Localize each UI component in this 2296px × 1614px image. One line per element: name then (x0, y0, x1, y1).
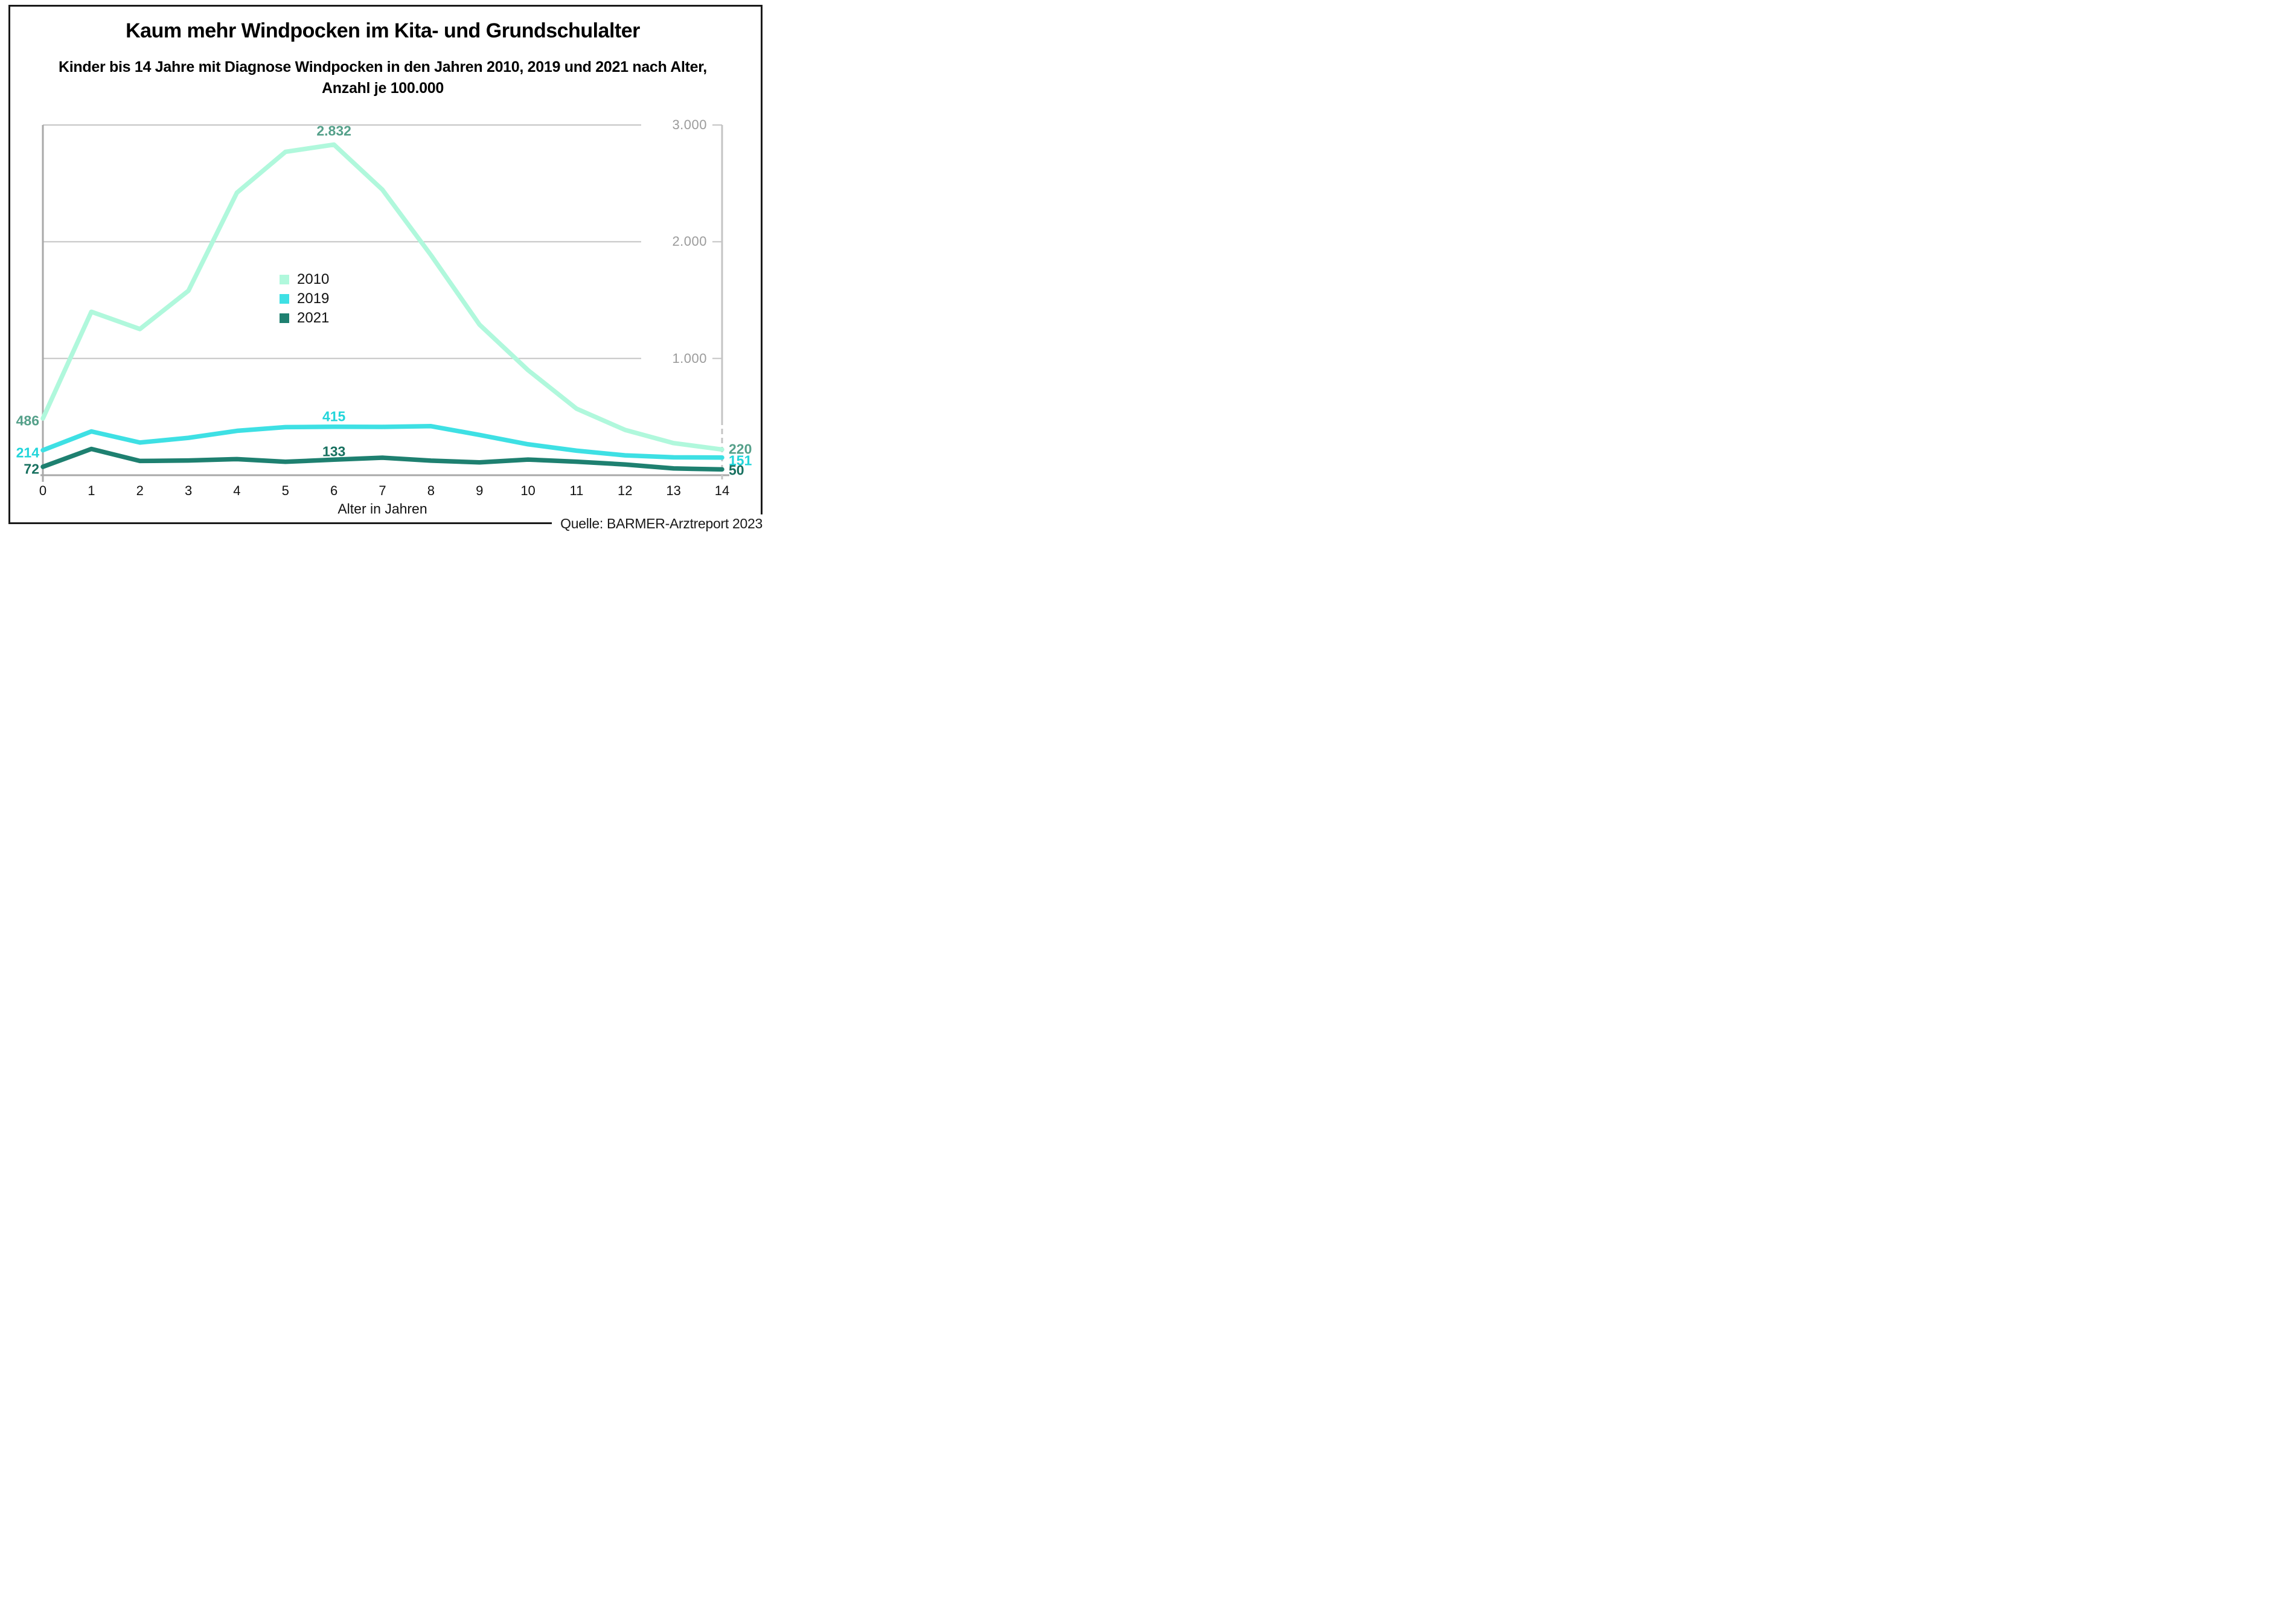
x-tick-label-6: 6 (330, 483, 338, 498)
series-line-2019 (40, 424, 724, 460)
value-label-2019-age14: 151 (729, 452, 752, 469)
chart-subtitle-line1: Kinder bis 14 Jahre mit Diagnose Windpoc… (59, 59, 707, 75)
x-tick-label-13: 13 (666, 483, 681, 498)
x-tick-label-2: 2 (136, 483, 144, 498)
legend-label-2021: 2021 (297, 310, 330, 326)
series-line-2010 (40, 142, 724, 452)
value-label-2010-age0: 486 (16, 412, 39, 429)
x-tick-label-5: 5 (281, 483, 289, 498)
legend-item-2010: 2010 (280, 270, 329, 289)
series-line-2021 (40, 446, 724, 472)
y-tick-label-1.000: 1.000 (641, 350, 712, 367)
x-tick-label-12: 12 (618, 483, 633, 498)
value-label-2019-age6: 415 (322, 408, 346, 424)
infographic-canvas: Kaum mehr Windpocken im Kita- und Grunds… (0, 0, 766, 538)
value-label-2010-age14: 220 (729, 441, 752, 457)
value-label-2019-age0: 214 (16, 444, 39, 461)
legend-swatch-2021 (280, 313, 289, 323)
y-tick-label-3.000: 3.000 (641, 117, 712, 133)
legend-swatch-2010 (280, 275, 289, 284)
chart-legend: 2010 2019 2021 (280, 270, 329, 328)
y-tick-label-2.000: 2.000 (641, 234, 712, 250)
x-tick-label-8: 8 (427, 483, 435, 498)
chart-subtitle-line2: Anzahl je 100.000 (322, 80, 444, 97)
x-tick-label-10: 10 (520, 483, 536, 498)
legend-label-2010: 2010 (297, 271, 330, 287)
x-tick-label-7: 7 (379, 483, 386, 498)
legend-label-2019: 2019 (297, 290, 330, 307)
x-tick-label-3: 3 (184, 483, 193, 498)
x-tick-label-0: 0 (39, 483, 47, 498)
line-chart-plot (40, 124, 729, 482)
x-tick-label-4: 4 (233, 483, 241, 498)
source-credit: Quelle: BARMER-Arztreport 2023 (552, 514, 763, 533)
chart-title: Kaum mehr Windpocken im Kita- und Grunds… (126, 19, 640, 42)
legend-swatch-2019 (280, 294, 289, 304)
legend-item-2021: 2021 (280, 309, 329, 328)
value-label-2021-age0: 72 (24, 461, 39, 477)
value-label-2010-age6: 2.832 (316, 123, 351, 139)
x-axis-title: Alter in Jahren (337, 501, 427, 517)
x-tick-label-1: 1 (88, 483, 95, 498)
outer-border (8, 5, 763, 524)
x-tick-label-11: 11 (569, 483, 584, 498)
value-label-2021-age14: 50 (729, 462, 744, 478)
value-label-2021-age6: 133 (322, 443, 346, 460)
legend-item-2019: 2019 (280, 289, 329, 309)
x-tick-label-14: 14 (714, 483, 730, 498)
x-tick-label-9: 9 (476, 483, 484, 498)
